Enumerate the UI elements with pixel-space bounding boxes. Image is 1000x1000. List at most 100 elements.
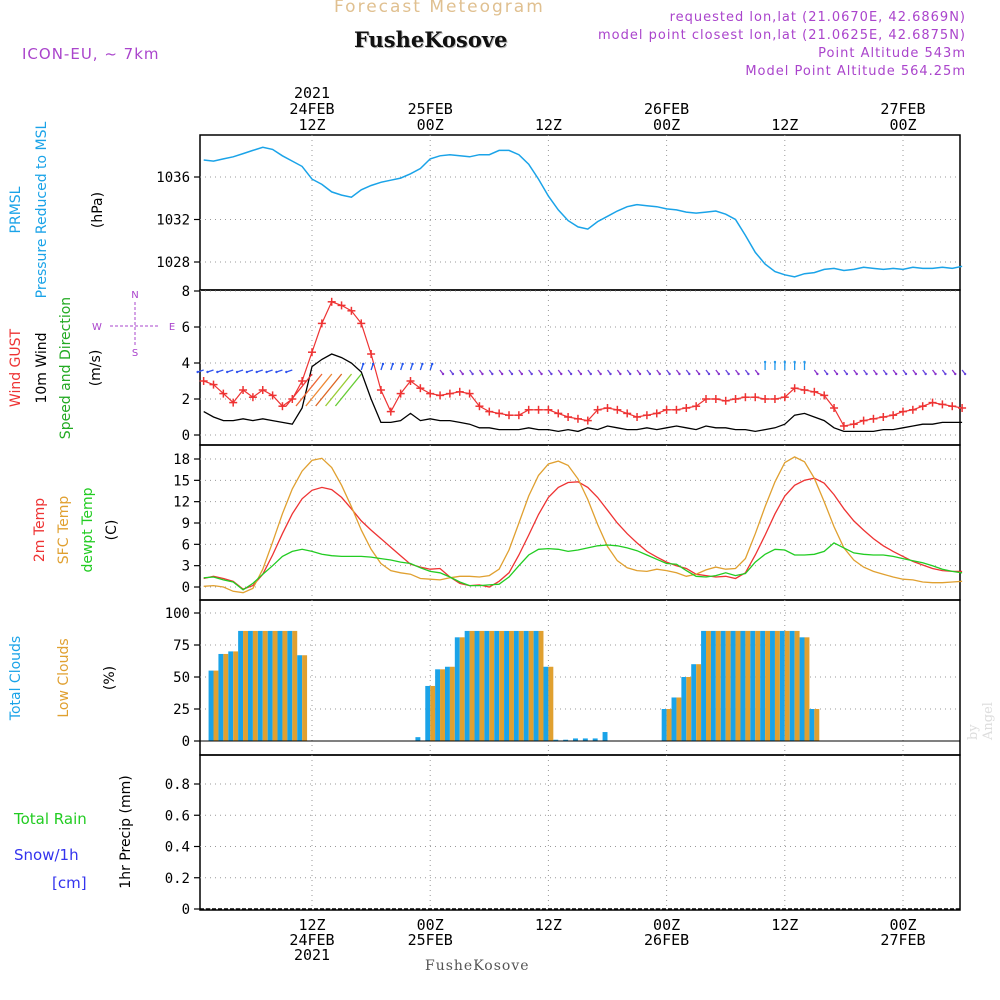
bar-total-clouds [730,630,736,741]
gust-marker [790,384,799,393]
gust-marker [702,395,710,403]
gust-marker [534,405,543,414]
bar-low-clouds [479,630,485,741]
wind-direction-arrowhead [816,372,819,376]
time-label-top: 25FEB [408,100,453,118]
y-tick-label: 50 [173,670,190,686]
bar-low-clouds [755,630,761,741]
gust-marker [367,350,376,358]
bar-total-clouds [543,666,549,741]
wind-direction-arrowhead [727,372,730,376]
gust-marker [780,393,789,402]
wind-direction-arrowhead [924,372,927,376]
series-line-dewpt-temp [203,542,963,591]
time-label-top: 12Z [771,116,798,134]
panel-frame-wind [199,289,961,446]
time-label-bottom: 12Z [298,916,325,934]
bar-low-clouds [518,630,524,741]
wind-direction-arrowhead [763,360,767,364]
gust-marker [830,404,839,412]
bar-total-clouds [710,630,716,741]
bar-total-clouds [750,630,756,741]
wind-direction-arrowhead [589,372,592,376]
bar-total-clouds [770,630,775,741]
gust-marker [396,389,405,398]
gust-marker [652,409,661,418]
gust-marker [465,389,474,398]
bar-total-clouds [582,738,588,741]
y-tick-label: 0 [182,580,190,596]
gust-marker [564,413,573,421]
gust-marker [583,416,592,425]
bar-low-clouds [449,666,455,741]
gust-marker [839,422,848,430]
bar-total-clouds [523,630,529,741]
time-label-bottom: 26FEB [644,931,689,949]
wind-direction-arrowhead [855,372,858,376]
wind-direction-arrowhead [520,372,524,376]
gust-marker [820,391,829,400]
time-label-bottom: 25FEB [408,931,453,949]
footer-location: FusheKosove [425,958,530,974]
bar-total-clouds [435,669,441,741]
gust-marker [219,389,228,398]
time-label-bottom: 00Z [653,916,680,934]
bar-low-clouds [538,630,544,741]
bar-low-clouds [784,630,790,741]
wind-direction-arrowhead [747,372,750,376]
gust-marker [938,400,947,409]
gust-marker [495,409,504,418]
gust-marker [337,301,346,310]
gust-marker [357,319,366,328]
bar-total-clouds [779,630,785,741]
bar-total-clouds [740,630,746,741]
wind-direction-arrowhead [530,372,533,376]
bar-low-clouds [735,630,741,741]
y-tick-label: 6 [182,320,190,336]
y-tick-label: 4 [182,356,190,372]
chart-title: Forecast Meteogram [334,0,545,17]
bar-low-clouds [233,651,239,741]
time-label-top: 24FEB [289,100,334,118]
bar-total-clouds [277,630,283,741]
bar-low-clouds [440,669,445,741]
y-tick-label: 6 [182,537,190,553]
series-line-prmsl [203,146,963,278]
bar-low-clouds [676,697,682,741]
bar-total-clouds [720,630,726,741]
label-snow-unit: [cm] [52,874,87,892]
bar-total-clouds [602,732,608,741]
bar-total-clouds [513,630,519,741]
time-label-top: 00Z [417,116,444,134]
gust-marker [426,389,435,398]
gust-marker [731,395,740,403]
series-line-wind-gust [203,301,963,427]
wind-direction-arrowhead [954,372,957,376]
y-tick-label: 0.2 [165,871,190,887]
point-altitude: Point Altitude 543m [818,46,966,61]
gust-marker [770,395,779,403]
bar-total-clouds [789,630,795,741]
wind-direction-arrowhead [803,360,806,364]
bar-total-clouds [297,655,303,741]
bar-low-clouds [686,677,692,741]
gust-marker [958,404,967,412]
wind-direction-arrowhead [944,372,947,376]
wind-direction-arrowhead [934,372,937,376]
model-label: ICON-EU, ~ 7km [22,45,160,63]
bar-low-clouds [459,637,465,741]
wind-direction-arrowhead [707,372,711,376]
time-label-bottom: 27FEB [880,931,925,949]
wind-direction-arrowhead [835,372,839,376]
gust-marker [948,402,957,411]
gust-marker [199,377,208,385]
wind-direction-arrowhead [914,372,918,376]
wind-direction-arrowhead [196,370,199,374]
bar-total-clouds [464,630,470,741]
wind-direction-arrow [334,373,362,407]
bar-low-clouds [794,630,800,741]
bar-low-clouds [804,637,810,741]
gust-marker [209,380,218,389]
y-tick-label: 0.4 [165,840,190,856]
wind-direction-arrowhead [481,372,484,376]
